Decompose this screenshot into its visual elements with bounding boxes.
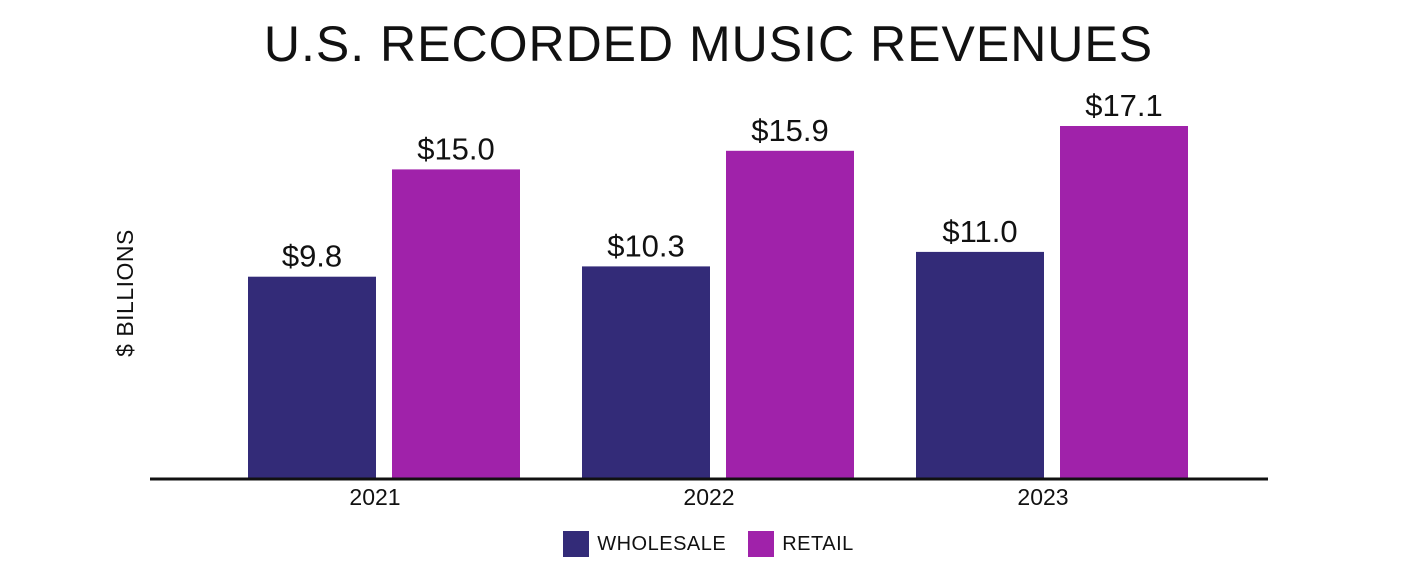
data-label-retail-2022: $15.9 — [751, 113, 829, 148]
legend-item-wholesale: WHOLESALE — [563, 531, 726, 557]
data-label-wholesale-2021: $9.8 — [282, 239, 342, 274]
bar-wholesale-2022 — [582, 266, 710, 479]
data-label-wholesale-2022: $10.3 — [607, 228, 685, 263]
x-tick-labels-layer: 2021 2022 2023 — [349, 484, 1068, 510]
y-axis-label: $ BILLIONS — [112, 229, 138, 357]
legend: WHOLESALE RETAIL — [0, 531, 1417, 557]
bar-retail-2021 — [392, 169, 520, 479]
x-tick-label-2021: 2021 — [349, 484, 400, 510]
bar-wholesale-2023 — [916, 251, 1044, 479]
legend-swatch-retail — [748, 531, 775, 557]
data-label-wholesale-2023: $11.0 — [942, 214, 1017, 249]
bar-wholesale-2021 — [248, 276, 376, 479]
x-tick-label-2023: 2023 — [1017, 484, 1068, 510]
chart-title: U.S. RECORDED MUSIC REVENUES — [263, 16, 1154, 72]
data-labels-layer: $9.8 $15.0 $10.3 $15.9 $11.0 $17.1 — [282, 88, 1163, 274]
legend-item-retail: RETAIL — [748, 531, 854, 557]
x-tick-label-2022: 2022 — [683, 484, 734, 510]
data-label-retail-2021: $15.0 — [417, 131, 495, 166]
legend-label-retail: RETAIL — [782, 532, 854, 555]
legend-swatch-wholesale — [563, 531, 590, 557]
bars-layer — [248, 126, 1188, 480]
bar-retail-2022 — [726, 150, 854, 480]
data-label-retail-2023: $17.1 — [1085, 88, 1163, 123]
bar-retail-2023 — [1060, 126, 1188, 479]
legend-label-wholesale: WHOLESALE — [597, 532, 727, 555]
